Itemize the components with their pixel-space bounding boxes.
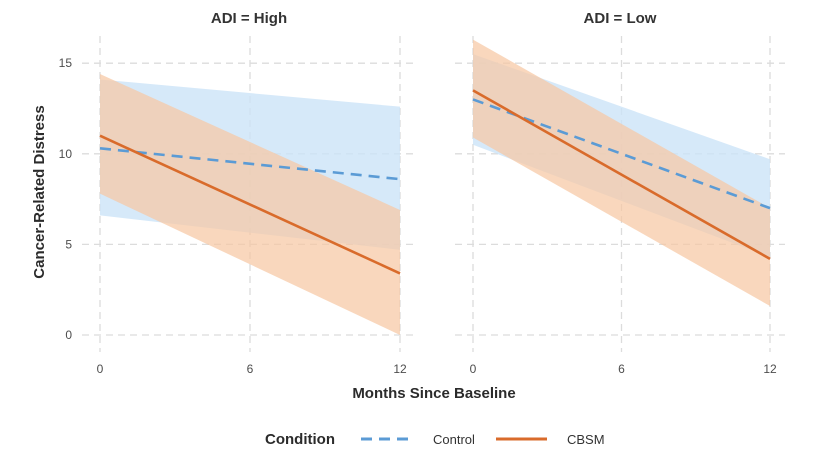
x-tick-label-12: 12 bbox=[763, 362, 777, 376]
legend: Condition Control CBSM bbox=[265, 431, 605, 448]
y-axis-title: Cancer-Related Distress bbox=[31, 105, 48, 278]
y-tick-label-10: 10 bbox=[59, 147, 73, 161]
series-line-cbsm-adi-low bbox=[472, 89, 771, 261]
panel-adi-low: ADI = Low 0 6 12 bbox=[455, 10, 785, 376]
x-tick-label-6: 6 bbox=[618, 362, 625, 376]
y-tick-label-5: 5 bbox=[65, 237, 72, 251]
legend-title: Condition bbox=[265, 431, 335, 448]
x-tick-label-6: 6 bbox=[247, 362, 254, 376]
y-tick-label-0: 0 bbox=[65, 328, 72, 342]
legend-label-cbsm: CBSM bbox=[567, 432, 605, 447]
panel-title-adi-low: ADI = Low bbox=[584, 10, 657, 27]
legend-label-control: Control bbox=[433, 432, 475, 447]
x-axis-title: Months Since Baseline bbox=[352, 385, 515, 402]
y-tick-label-15: 15 bbox=[59, 56, 73, 70]
x-tick-label-12: 12 bbox=[393, 362, 407, 376]
ci-band-cbsm-adi-low bbox=[473, 39, 770, 307]
x-tick-label-0: 0 bbox=[470, 362, 477, 376]
series-line-control-adi-high bbox=[99, 147, 401, 181]
series-line-cbsm-adi-high bbox=[99, 134, 401, 275]
panel-title-adi-high: ADI = High bbox=[211, 10, 287, 27]
panel-adi-high: ADI = High 0 6 12 0 5 10 15 bbox=[59, 10, 415, 376]
x-tick-label-0: 0 bbox=[97, 362, 104, 376]
